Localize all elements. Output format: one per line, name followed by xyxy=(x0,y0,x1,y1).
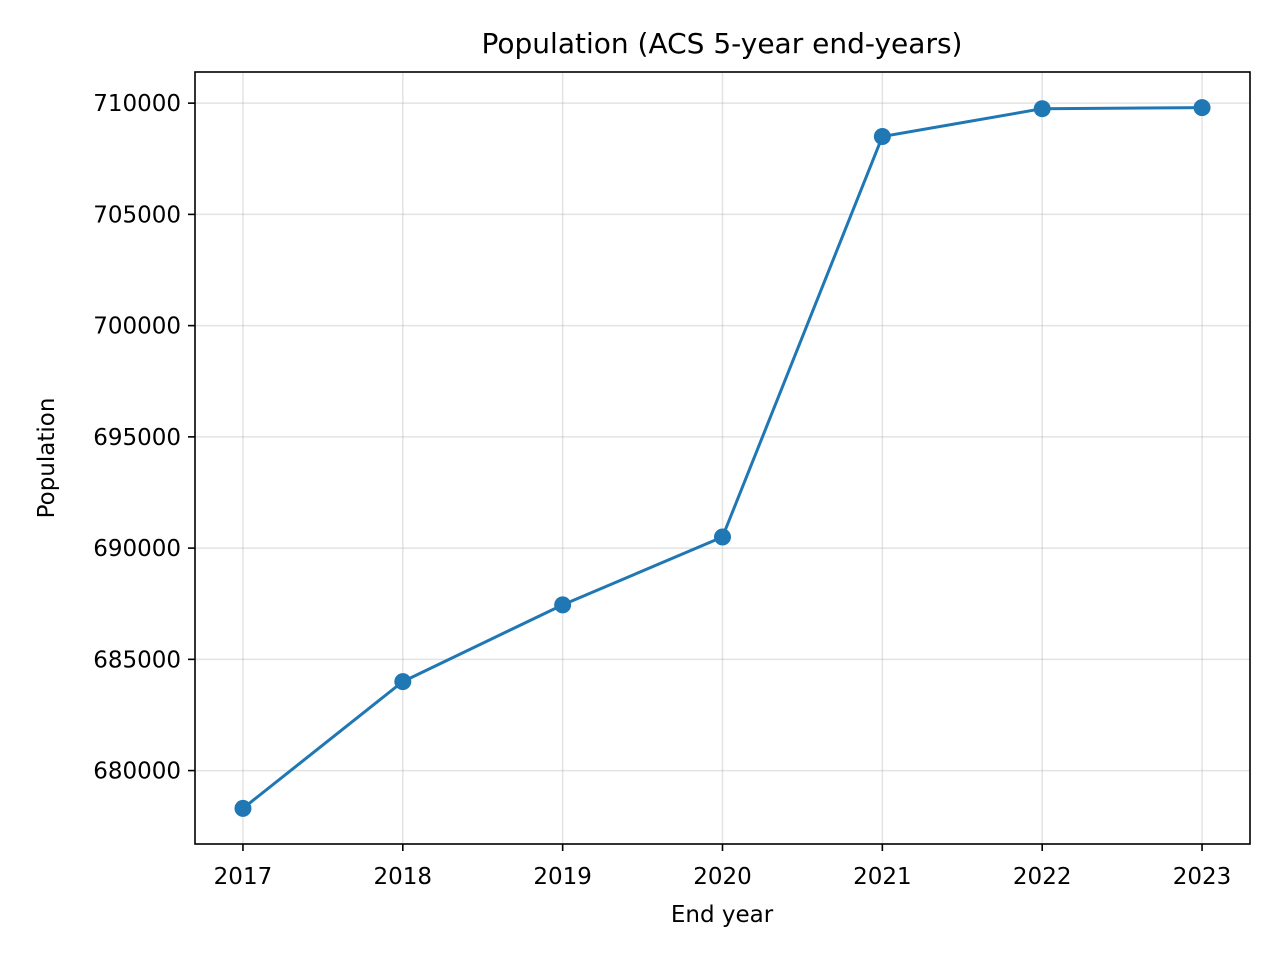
y-tick-label: 705000 xyxy=(93,202,181,228)
x-tick-label: 2021 xyxy=(853,864,912,890)
data-point xyxy=(234,799,252,817)
series xyxy=(234,99,1211,817)
x-tick-label: 2022 xyxy=(1013,864,1072,890)
y-tick-label: 680000 xyxy=(93,759,181,785)
y-tick-label: 700000 xyxy=(93,314,181,340)
y-axis-label: Population xyxy=(34,398,60,519)
y-tick-label: 690000 xyxy=(93,536,181,562)
grid xyxy=(195,72,1250,844)
x-tick-label: 2023 xyxy=(1173,864,1232,890)
data-point xyxy=(1193,99,1211,117)
data-point xyxy=(714,528,731,546)
chart-title: Population (ACS 5-year end-years) xyxy=(482,27,963,60)
x-tick-label: 2019 xyxy=(533,864,592,890)
y-tick-label: 695000 xyxy=(93,425,181,451)
data-point xyxy=(394,673,412,691)
axis-ticks: 2017 2018 2019 2020 2021 2022 2023 680000 685000… xyxy=(93,91,1231,890)
x-tick-label: 2018 xyxy=(374,864,433,890)
data-point xyxy=(554,596,572,614)
x-axis-label: End year xyxy=(671,902,774,928)
y-tick-label: 710000 xyxy=(93,91,181,117)
data-point xyxy=(1033,100,1051,118)
x-tick-label: 2020 xyxy=(693,864,752,890)
y-tick-label: 685000 xyxy=(93,647,181,673)
data-point xyxy=(873,128,891,146)
x-tick-label: 2017 xyxy=(214,864,273,890)
